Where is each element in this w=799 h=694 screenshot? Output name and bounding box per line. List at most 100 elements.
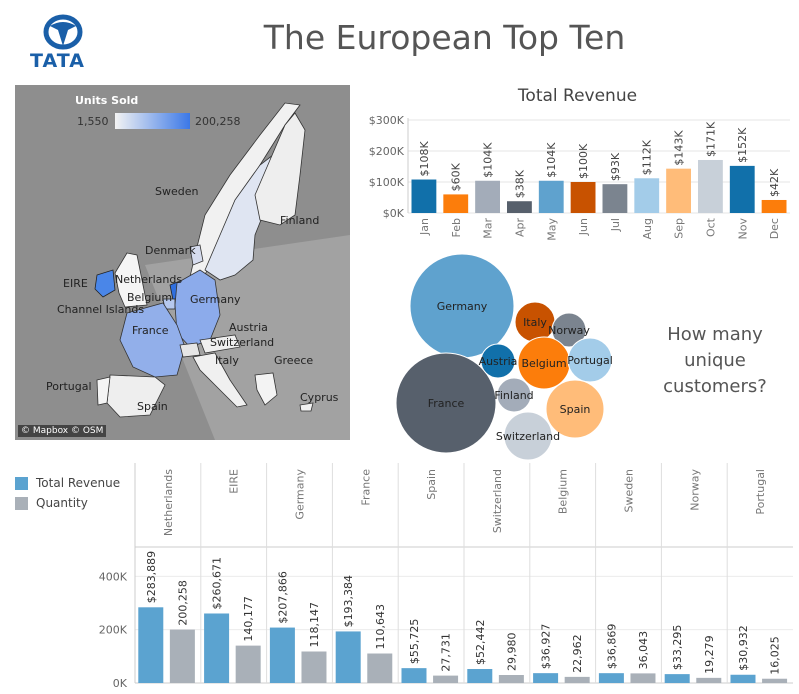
country-bar-label: $36,927: [540, 624, 553, 670]
rev-bar-label: $104K: [545, 142, 558, 178]
country-header-label: Switzerland: [491, 469, 504, 533]
rev-category-label: May: [545, 218, 558, 241]
map-label-italy: Italy: [215, 354, 239, 367]
rev-bar-label: $143K: [673, 130, 686, 166]
logo-wordmark: TATA: [30, 50, 85, 72]
rev-bar: [666, 168, 691, 213]
country-bar-revenue: [335, 631, 361, 683]
map-label-austria: Austria: [229, 321, 268, 334]
country-bar-label: 200,258: [176, 580, 189, 626]
map-label-eire: EIRE: [63, 277, 88, 290]
map-region-eire: [94, 269, 116, 298]
rev-ytick-label: $300K: [369, 114, 405, 127]
bubble-label: Finland: [494, 389, 533, 402]
country-bar-label: $52,442: [474, 620, 487, 666]
map-region-greece: [254, 372, 278, 406]
rev-bar: [729, 165, 755, 213]
bubble-label: Italy: [523, 316, 547, 329]
map-label-sweden: Sweden: [155, 185, 199, 198]
rev-category-label: Mar: [482, 218, 495, 239]
country-header-label: France: [359, 469, 372, 506]
rev-category-label: Dec: [768, 218, 781, 239]
bubble-portugal: [567, 337, 613, 383]
map-label-switzerland: Switzerland: [210, 336, 275, 349]
country-header-label: Germany: [294, 469, 307, 520]
country-bar-quantity: [235, 645, 261, 683]
bubble-question: How many unique customers?: [663, 324, 767, 397]
map-legend-title: Units Sold: [75, 94, 139, 107]
legend-label-revenue: Total Revenue: [36, 476, 121, 490]
rev-category-label: Sep: [673, 218, 686, 239]
bubble-label: Belgium: [521, 357, 566, 370]
rev-ytick-label: $0K: [383, 207, 405, 220]
rev-bar: [602, 184, 628, 213]
map-label-france: France: [132, 324, 169, 337]
country-bar-revenue: [467, 669, 493, 683]
country-bar-quantity: [367, 653, 393, 683]
country-bar-revenue: [204, 613, 230, 683]
country-bar-label: 22,962: [571, 634, 584, 673]
country-bar-revenue: [664, 674, 690, 683]
country-bar-quantity: [696, 677, 722, 683]
country-header-label: Netherlands: [162, 469, 175, 536]
legend-label-quantity: Quantity: [36, 496, 88, 510]
rev-bar: [698, 159, 723, 213]
rev-bar-label: $93K: [609, 152, 622, 181]
country-header-label: Spain: [425, 469, 438, 500]
bubble-label: Germany: [437, 300, 488, 313]
rev-bar-label: $171K: [704, 121, 717, 157]
country-bar-revenue: [533, 673, 559, 683]
tata-logo-icon: [43, 14, 83, 50]
map-shapes: [15, 85, 350, 440]
map-legend-min: 1,550: [77, 115, 109, 128]
map-label-cyprus: Cyprus: [300, 391, 339, 404]
map-legend-max: 200,258: [195, 115, 241, 128]
country-revenue-quantity-chart[interactable]: 0K 200K 400K Netherlands $283,889 200,258 EIRE…: [80, 463, 795, 688]
rev-bar: [761, 199, 787, 213]
rev-bar-label: $108K: [418, 141, 431, 177]
bubble-austria: [480, 343, 516, 379]
revenue-chart-title: Total Revenue: [517, 86, 638, 106]
country-bar-label: $207,866: [276, 571, 289, 624]
europe-map[interactable]: Units Sold 1,550 200,258 Sweden Finland …: [15, 85, 350, 440]
bubble-spain: [545, 379, 605, 439]
country-bar-label: 36,043: [637, 631, 650, 670]
legend-item-quantity[interactable]: Quantity: [15, 493, 120, 513]
country-bar-quantity: [169, 629, 195, 683]
rev-bar-label: $112K: [641, 139, 654, 175]
rev-bar-label: $42K: [768, 168, 781, 197]
map-label-spain: Spain: [137, 400, 168, 413]
rev-bar: [443, 194, 469, 213]
map-label-channel-islands: Channel Islands: [57, 303, 145, 316]
map-region-portugal: [96, 376, 111, 406]
country-header-label: Belgium: [557, 469, 570, 514]
legend-item-revenue[interactable]: Total Revenue: [15, 473, 120, 493]
map-region-uk: [114, 252, 148, 308]
bubble-switzerland: [503, 411, 553, 461]
country-bar-quantity: [564, 676, 590, 683]
rev-ytick-label: $100K: [369, 176, 405, 189]
rev-bar: [475, 180, 500, 213]
rev-category-label: Nov: [736, 218, 749, 240]
country-bar-revenue: [138, 607, 164, 683]
country-bar-revenue: [401, 668, 427, 683]
country-bar-label: 16,025: [769, 636, 782, 675]
rev-bar-label: $38K: [513, 169, 526, 198]
map-label-portugal: Portugal: [46, 380, 92, 393]
country-bar-label: $283,889: [145, 551, 158, 604]
map-label-germany: Germany: [190, 293, 241, 306]
country-bar-label: $30,932: [737, 625, 750, 671]
bubble-label: Norway: [548, 324, 590, 337]
country-bar-label: $33,295: [671, 625, 684, 671]
country-bar-revenue: [730, 674, 756, 683]
bubble-label: Switzerland: [496, 430, 560, 443]
map-attribution[interactable]: © Mapbox © OSM: [18, 425, 107, 437]
bubble-finland: [496, 377, 532, 413]
monthly-revenue-chart[interactable]: $0K $100K $200K $300K $108K Jan $60K Feb $104K Ma…: [360, 110, 795, 255]
country-bar-label: 29,980: [505, 633, 518, 672]
country-ytick-label: 400K: [99, 570, 128, 583]
map-label-netherlands: Netherlands: [115, 273, 183, 286]
rev-category-label: Aug: [641, 218, 654, 239]
country-bar-quantity: [762, 678, 788, 683]
